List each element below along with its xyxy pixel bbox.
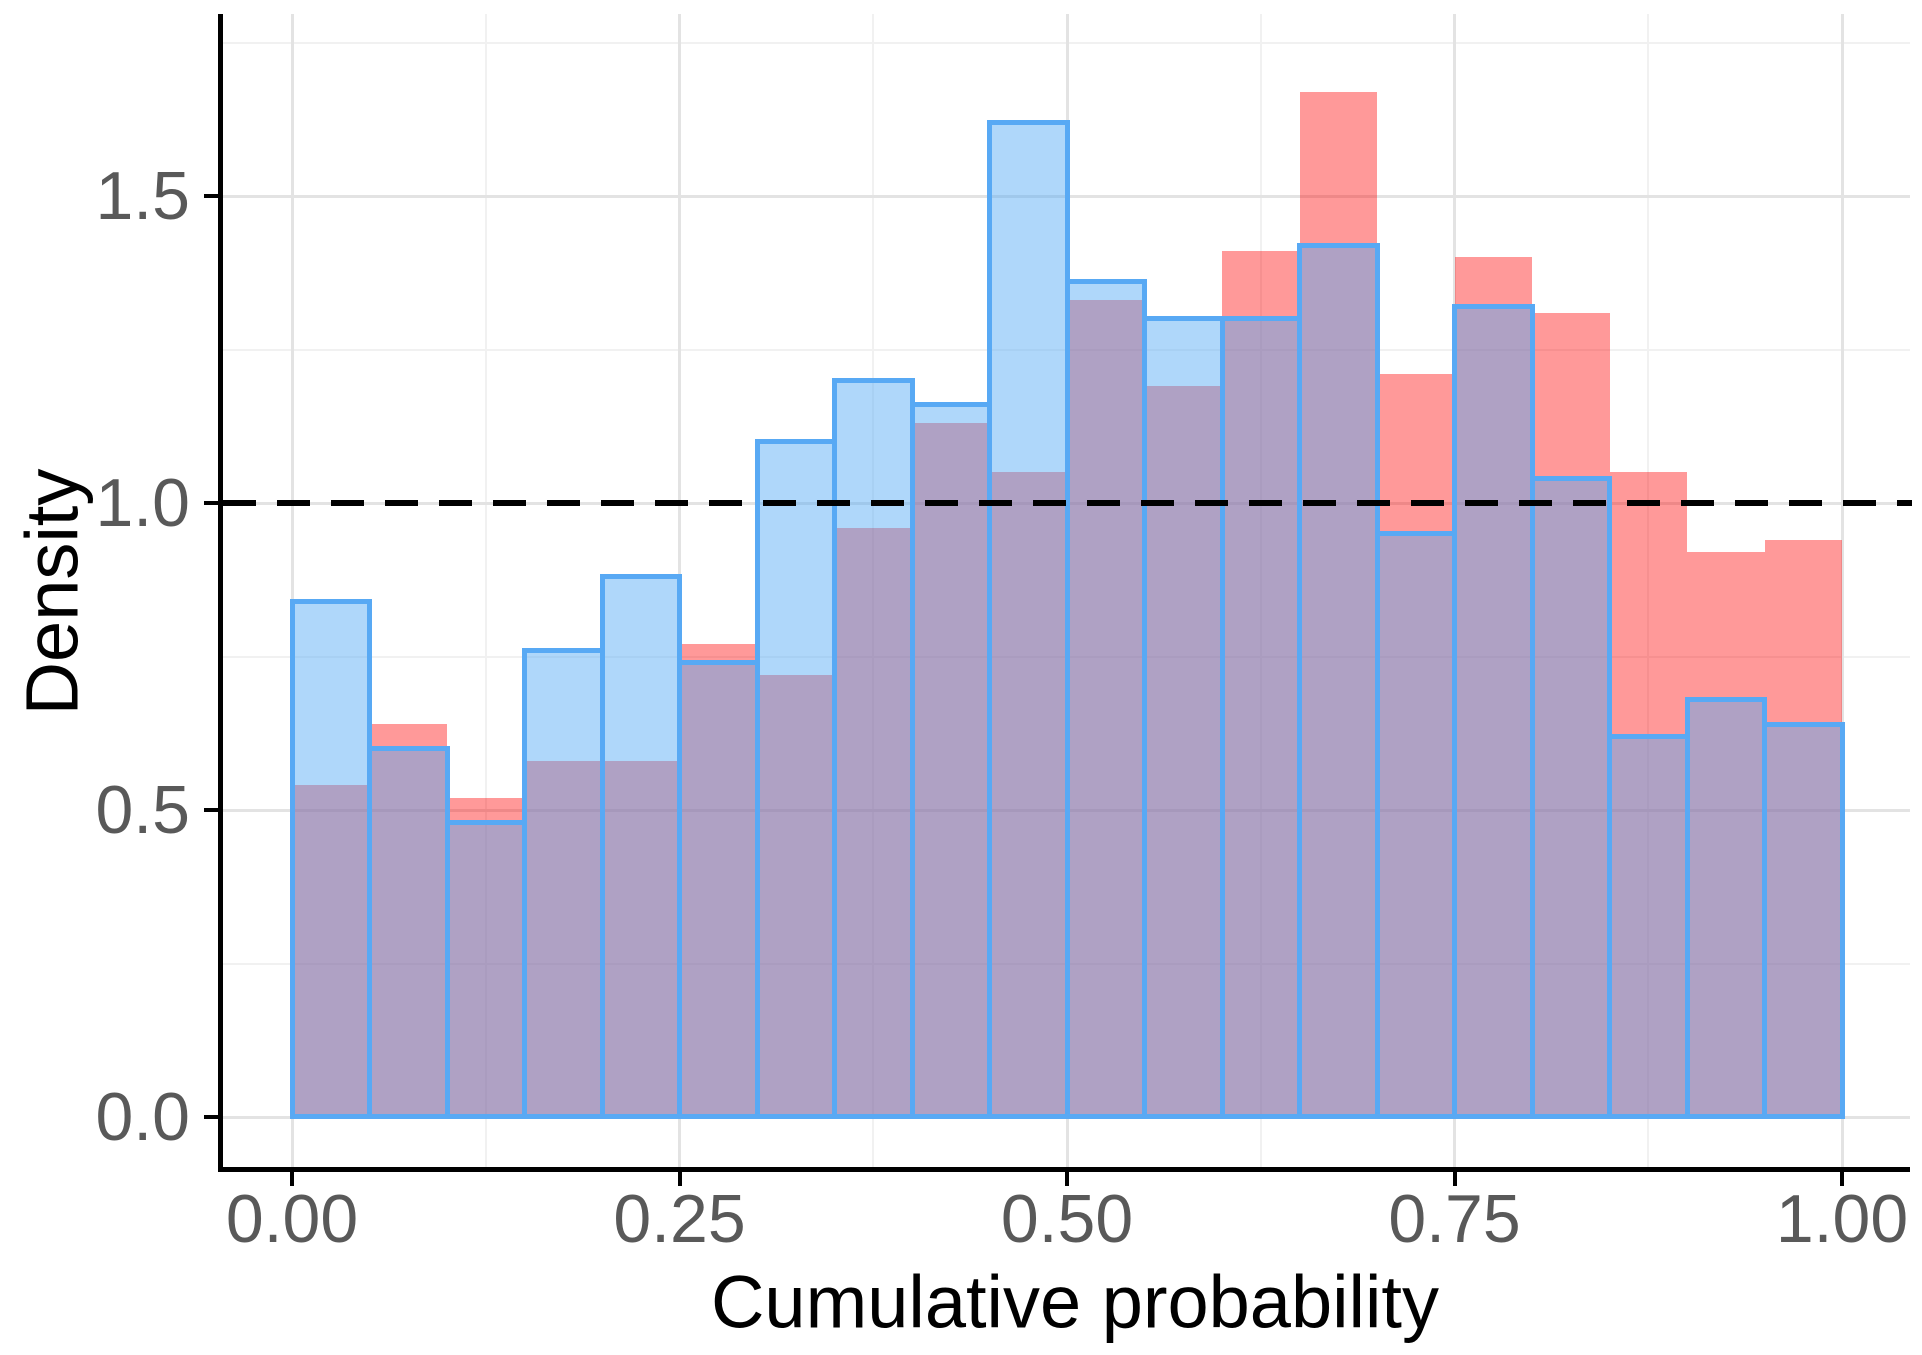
- blue-histogram-bar: [444, 819, 527, 1120]
- red-histogram-bar: [1067, 300, 1145, 1117]
- x-axis-title: Cumulative probability: [710, 1260, 1440, 1344]
- x-tick-label: 0.50: [1000, 1181, 1134, 1257]
- y-tick-label: 1.0: [95, 465, 190, 541]
- minor-gridline-x: [1647, 14, 1650, 1167]
- major-gridline-x: [1840, 14, 1844, 1167]
- x-axis-tick: [677, 1171, 682, 1186]
- red-histogram-bar: [1454, 257, 1532, 1117]
- blue-histogram-bar: [367, 746, 450, 1120]
- red-histogram-bar: [1222, 251, 1300, 1117]
- red-histogram-bar: [912, 423, 990, 1117]
- y-axis-line: [218, 14, 223, 1172]
- minor-gridline-x: [872, 14, 875, 1167]
- red-histogram-bar: [447, 797, 525, 1117]
- y-axis-tick: [204, 194, 218, 198]
- blue-histogram-bar: [909, 402, 992, 1120]
- major-gridline-x: [290, 14, 294, 1167]
- y-axis-tick: [204, 1115, 218, 1119]
- blue-histogram-bar: [1064, 279, 1147, 1120]
- blue-histogram-bar: [677, 660, 760, 1120]
- x-axis-tick: [1065, 1171, 1069, 1186]
- red-histogram-bar: [679, 644, 757, 1117]
- blue-histogram-bar: [522, 647, 605, 1120]
- blue-histogram-bar: [832, 377, 915, 1120]
- x-tick-label: 0.75: [1388, 1181, 1521, 1257]
- y-axis-tick: [204, 808, 218, 812]
- minor-gridline-x: [1259, 14, 1262, 1167]
- blue-histogram-bar: [754, 439, 837, 1120]
- blue-histogram-bar: [599, 574, 682, 1120]
- red-histogram-bar: [292, 785, 370, 1117]
- blue-histogram-bar: [1529, 475, 1612, 1120]
- red-histogram-bar: [834, 527, 912, 1117]
- y-tick-label: 0.5: [95, 772, 190, 848]
- red-histogram-bar: [524, 760, 602, 1117]
- x-axis-tick: [290, 1171, 294, 1186]
- red-histogram-bar: [1609, 472, 1687, 1117]
- red-histogram-bar: [1687, 552, 1765, 1117]
- red-histogram-bar: [1377, 374, 1455, 1117]
- y-tick-label: 0.0: [95, 1079, 190, 1155]
- blue-histogram-bar: [1374, 531, 1457, 1120]
- blue-histogram-bar: [1684, 696, 1767, 1120]
- blue-histogram-bar: [289, 598, 372, 1120]
- red-histogram-bar: [369, 724, 447, 1117]
- x-tick-label: 0.25: [613, 1181, 746, 1257]
- red-histogram-bar: [1299, 91, 1377, 1117]
- blue-histogram-bar: [1297, 242, 1380, 1120]
- x-tick-label: 1.00: [1775, 1181, 1909, 1257]
- y-axis-tick: [204, 501, 218, 505]
- red-histogram-bar: [989, 472, 1067, 1117]
- red-histogram-bar: [757, 674, 835, 1117]
- red-histogram-bar: [1144, 386, 1222, 1117]
- red-histogram-bar: [1532, 312, 1610, 1117]
- blue-histogram-bar: [1142, 316, 1225, 1120]
- blue-histogram-bar: [1219, 316, 1302, 1120]
- x-tick-label: 0.00: [225, 1181, 359, 1257]
- y-tick-label: 1.5: [95, 158, 190, 234]
- x-axis-line: [218, 1166, 1910, 1172]
- dashed-reference-line: [223, 500, 1912, 506]
- blue-histogram-bar: [1452, 304, 1535, 1120]
- x-axis-tick: [1452, 1171, 1457, 1186]
- minor-gridline-x: [484, 14, 487, 1167]
- blue-histogram-bar: [1762, 721, 1845, 1120]
- y-axis-title: Density: [10, 468, 94, 716]
- blue-histogram-bar: [987, 119, 1070, 1120]
- red-histogram-bar: [1764, 539, 1842, 1117]
- x-axis-tick: [1840, 1171, 1844, 1186]
- blue-histogram-bar: [1607, 733, 1690, 1120]
- red-histogram-bar: [602, 760, 680, 1117]
